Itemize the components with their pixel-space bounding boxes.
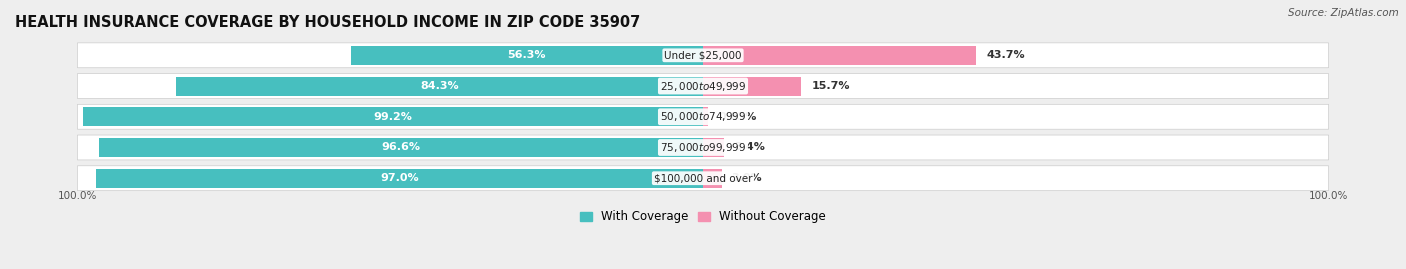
Text: 3.4%: 3.4% — [734, 143, 765, 153]
Text: $50,000 to $74,999: $50,000 to $74,999 — [659, 110, 747, 123]
Text: 97.0%: 97.0% — [381, 173, 419, 183]
Text: 43.7%: 43.7% — [987, 50, 1025, 60]
Text: 0.83%: 0.83% — [718, 112, 756, 122]
Text: HEALTH INSURANCE COVERAGE BY HOUSEHOLD INCOME IN ZIP CODE 35907: HEALTH INSURANCE COVERAGE BY HOUSEHOLD I… — [15, 15, 640, 30]
Text: $25,000 to $49,999: $25,000 to $49,999 — [659, 80, 747, 93]
Text: Source: ZipAtlas.com: Source: ZipAtlas.com — [1288, 8, 1399, 18]
FancyBboxPatch shape — [77, 135, 1329, 160]
Bar — [703, 76, 801, 95]
Bar — [98, 138, 703, 157]
Bar — [703, 46, 976, 65]
Bar — [703, 107, 709, 126]
Bar — [96, 169, 703, 188]
Text: 15.7%: 15.7% — [811, 81, 849, 91]
Text: 100.0%: 100.0% — [58, 191, 97, 201]
Text: 96.6%: 96.6% — [381, 143, 420, 153]
Text: $75,000 to $99,999: $75,000 to $99,999 — [659, 141, 747, 154]
Bar — [176, 76, 703, 95]
Text: 99.2%: 99.2% — [374, 112, 412, 122]
Legend: With Coverage, Without Coverage: With Coverage, Without Coverage — [575, 206, 831, 228]
Text: Under $25,000: Under $25,000 — [664, 50, 742, 60]
Bar — [352, 46, 703, 65]
Bar — [703, 169, 721, 188]
Text: 3.0%: 3.0% — [731, 173, 762, 183]
FancyBboxPatch shape — [77, 166, 1329, 191]
FancyBboxPatch shape — [77, 43, 1329, 68]
Bar — [703, 138, 724, 157]
Text: $100,000 and over: $100,000 and over — [654, 173, 752, 183]
Text: 84.3%: 84.3% — [420, 81, 458, 91]
FancyBboxPatch shape — [77, 104, 1329, 129]
Text: 56.3%: 56.3% — [508, 50, 546, 60]
Bar — [83, 107, 703, 126]
Text: 100.0%: 100.0% — [1309, 191, 1348, 201]
FancyBboxPatch shape — [77, 74, 1329, 98]
